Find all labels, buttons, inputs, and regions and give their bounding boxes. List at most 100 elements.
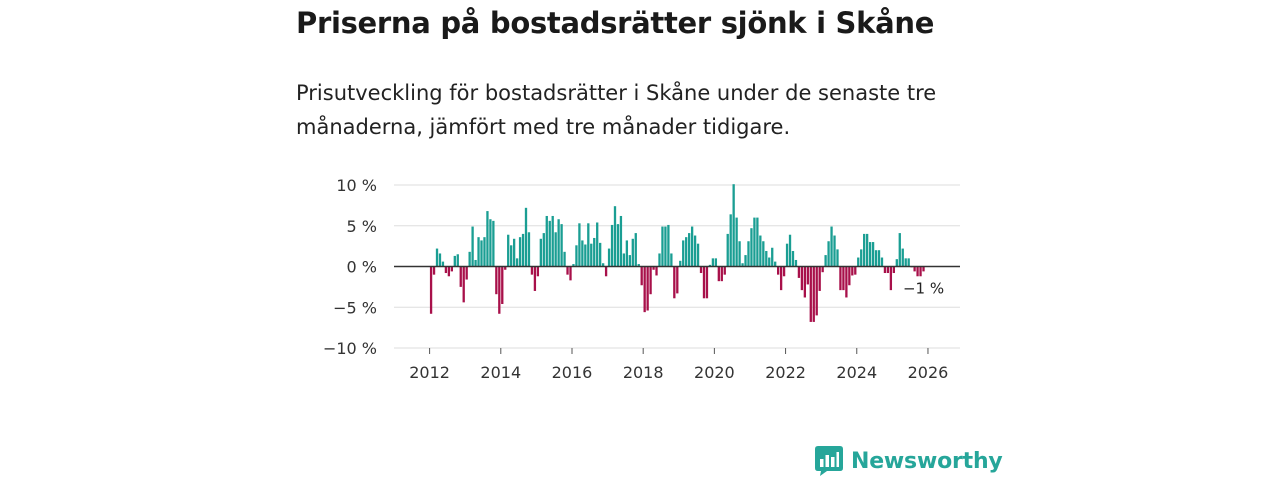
bar: [797, 266, 801, 278]
bar: [791, 251, 795, 267]
bar: [889, 266, 893, 291]
bar: [750, 228, 753, 267]
y-tick-label: 10 %: [336, 176, 377, 195]
bar: [756, 217, 759, 267]
bar: [863, 233, 866, 267]
bar: [551, 215, 554, 267]
bar: [824, 255, 827, 267]
bar: [699, 266, 703, 274]
bar: [765, 251, 768, 267]
bar: [851, 266, 854, 276]
bar: [738, 241, 741, 267]
bar: [830, 226, 833, 267]
bar: [548, 220, 551, 267]
bar: [545, 215, 548, 267]
bar: [785, 243, 789, 267]
bar: [643, 266, 646, 313]
bar: [747, 241, 750, 267]
bar: [708, 264, 712, 267]
bar: [607, 248, 611, 267]
x-tick-label: 2018: [623, 363, 664, 382]
bar: [450, 266, 453, 272]
bar: [486, 211, 489, 267]
bar: [501, 266, 504, 304]
bar: [865, 233, 869, 267]
bar: [554, 232, 557, 267]
bar: [892, 266, 895, 274]
bar: [833, 235, 836, 267]
x-tick-label: 2016: [552, 363, 593, 382]
bar: [907, 258, 910, 267]
bar: [794, 259, 798, 267]
newsworthy-logo[interactable]: Newsworthy: [815, 444, 1003, 478]
bar: [723, 266, 726, 275]
bar: [625, 240, 629, 267]
bar: [569, 266, 572, 281]
bar: [839, 266, 842, 291]
bar: [836, 249, 839, 267]
bar: [679, 260, 682, 267]
bar: [542, 233, 545, 267]
bar: [702, 266, 706, 299]
bar: [512, 238, 516, 267]
bar: [459, 266, 462, 287]
bar: [898, 233, 901, 267]
bar: [762, 241, 765, 267]
bar: [809, 266, 812, 322]
bar: [782, 266, 786, 277]
bar: [827, 241, 830, 267]
bar: [904, 258, 907, 267]
brand-name: Newsworthy: [851, 448, 1003, 474]
x-axis: 2012 2014 2016 2018 2020 2022 2024 2026: [409, 348, 948, 382]
bar: [883, 266, 887, 274]
bar: [524, 207, 528, 267]
bar: [693, 235, 697, 267]
bar: [447, 266, 451, 277]
bar: [489, 219, 492, 267]
bar: [453, 255, 456, 267]
bar: [877, 250, 881, 267]
bar: [441, 261, 445, 267]
bar: [504, 266, 507, 270]
bar: [462, 266, 465, 303]
bar: [432, 266, 436, 275]
bar: [868, 242, 872, 267]
bar: [732, 184, 735, 267]
y-tick-label: 0 %: [347, 258, 377, 277]
bar: [477, 237, 480, 267]
bar: [800, 266, 804, 291]
bar: [563, 251, 566, 267]
bar: [616, 224, 620, 267]
bar: [495, 266, 498, 295]
bar: [664, 226, 667, 267]
bar: [566, 266, 569, 275]
bar: [901, 248, 904, 267]
bar: [456, 254, 459, 267]
bar: [848, 266, 851, 286]
bar: [622, 253, 626, 267]
x-tick-label: 2014: [480, 363, 521, 382]
chart-title: Priserna på bostadsrätter sjönk i Skåne: [296, 6, 935, 40]
bar: [777, 266, 780, 275]
bar: [806, 266, 809, 285]
bar: [676, 266, 679, 294]
bar: [857, 257, 860, 267]
bar: [690, 226, 694, 267]
bar: [518, 237, 522, 267]
bar: [492, 220, 495, 267]
bar: [471, 226, 474, 267]
bar: [744, 255, 747, 267]
x-tick-label: 2026: [908, 363, 949, 382]
bar: [688, 233, 691, 267]
bar: [655, 266, 658, 276]
bar: [860, 249, 863, 267]
bar: [717, 266, 720, 282]
chart-subtitle: Prisutveckling för bostadsrätter i Skåne…: [296, 81, 937, 139]
bar: [474, 259, 477, 267]
bar: [919, 266, 922, 277]
bar: [696, 243, 700, 267]
bar: [759, 235, 762, 267]
y-tick-label: 5 %: [347, 217, 377, 236]
bar: [658, 253, 661, 267]
bar: [498, 266, 501, 314]
